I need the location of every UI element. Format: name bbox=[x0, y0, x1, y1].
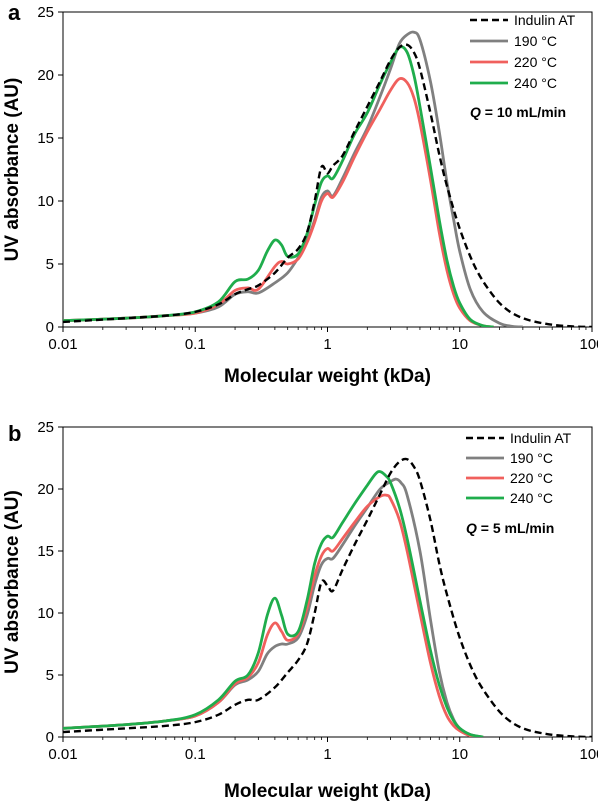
x-axis-title: Molecular weight (kDa) bbox=[224, 781, 431, 802]
legend-label: Indulin AT bbox=[510, 430, 572, 446]
series-line-220-c bbox=[63, 76, 494, 327]
annotation-value: = 10 mL/min bbox=[481, 104, 566, 120]
series-line-indulin-at bbox=[63, 457, 592, 737]
panel-letter: a bbox=[8, 0, 21, 25]
y-tick-label: 15 bbox=[37, 543, 54, 560]
y-tick-label: 10 bbox=[37, 193, 54, 210]
y-tick-label: 0 bbox=[46, 319, 54, 336]
series-group bbox=[63, 30, 592, 327]
x-tick-label: 0.01 bbox=[48, 746, 77, 763]
x-tick-label: 0.1 bbox=[185, 746, 206, 763]
flow-rate-annotation: Q = 5 mL/min bbox=[466, 520, 554, 536]
y-tick-label: 20 bbox=[37, 481, 54, 498]
legend: Indulin AT 190 °C 220 °C 240 °C bbox=[470, 12, 576, 91]
y-tick-label: 10 bbox=[37, 605, 54, 622]
x-tick-label: 0.1 bbox=[185, 336, 206, 353]
annotation-variable: Q bbox=[466, 520, 477, 536]
chart-panel-a: a 0 5 10 15 20 25 0.01 0.1 1 10 100 Molecular weight… bbox=[2, 0, 598, 387]
y-axis-title: UV absorbance (AU) bbox=[2, 78, 23, 262]
series-line-240-c bbox=[63, 45, 494, 327]
series-line-indulin-at bbox=[63, 43, 592, 327]
x-tick-label: 0.01 bbox=[48, 336, 77, 353]
series-line-240-c bbox=[63, 470, 484, 737]
x-tick-label: 100 bbox=[579, 336, 598, 353]
chart-panel-b: b 0 5 10 15 20 25 0.01 0.1 1 10 100 Molecular weight… bbox=[2, 419, 598, 802]
legend-label: Indulin AT bbox=[514, 12, 576, 28]
y-tick-label: 5 bbox=[46, 667, 54, 684]
legend-label: 240 °C bbox=[514, 75, 557, 91]
y-tick-label: 20 bbox=[37, 67, 54, 84]
x-tick-label: 10 bbox=[451, 746, 468, 763]
y-tick-label: 15 bbox=[37, 130, 54, 147]
annotation-value: = 5 mL/min bbox=[477, 520, 554, 536]
y-tick-label: 0 bbox=[46, 729, 54, 746]
legend-label: 220 °C bbox=[510, 470, 553, 486]
legend-label: 240 °C bbox=[510, 490, 553, 506]
series-line-190-c bbox=[63, 477, 484, 737]
y-axis-title: UV absorbance (AU) bbox=[2, 490, 23, 674]
x-tick-label: 1 bbox=[323, 746, 331, 763]
legend-label: 190 °C bbox=[514, 33, 557, 49]
x-axis-title: Molecular weight (kDa) bbox=[224, 366, 431, 387]
flow-rate-annotation: Q = 10 mL/min bbox=[470, 104, 566, 120]
x-tick-label: 1 bbox=[323, 336, 331, 353]
y-tick-label: 25 bbox=[37, 4, 54, 21]
series-group bbox=[63, 457, 592, 737]
x-tick-label: 100 bbox=[579, 746, 598, 763]
series-line-190-c bbox=[63, 30, 523, 327]
y-tick-label: 25 bbox=[37, 419, 54, 436]
plot-frame bbox=[62, 11, 593, 328]
x-tick-label: 10 bbox=[451, 336, 468, 353]
series-line-220-c bbox=[63, 493, 484, 737]
legend: Indulin AT 190 °C 220 °C 240 °C bbox=[466, 430, 572, 506]
panel-letter: b bbox=[8, 421, 21, 446]
legend-label: 190 °C bbox=[510, 450, 553, 466]
annotation-variable: Q bbox=[470, 104, 481, 120]
y-tick-label: 5 bbox=[46, 256, 54, 273]
legend-label: 220 °C bbox=[514, 54, 557, 70]
